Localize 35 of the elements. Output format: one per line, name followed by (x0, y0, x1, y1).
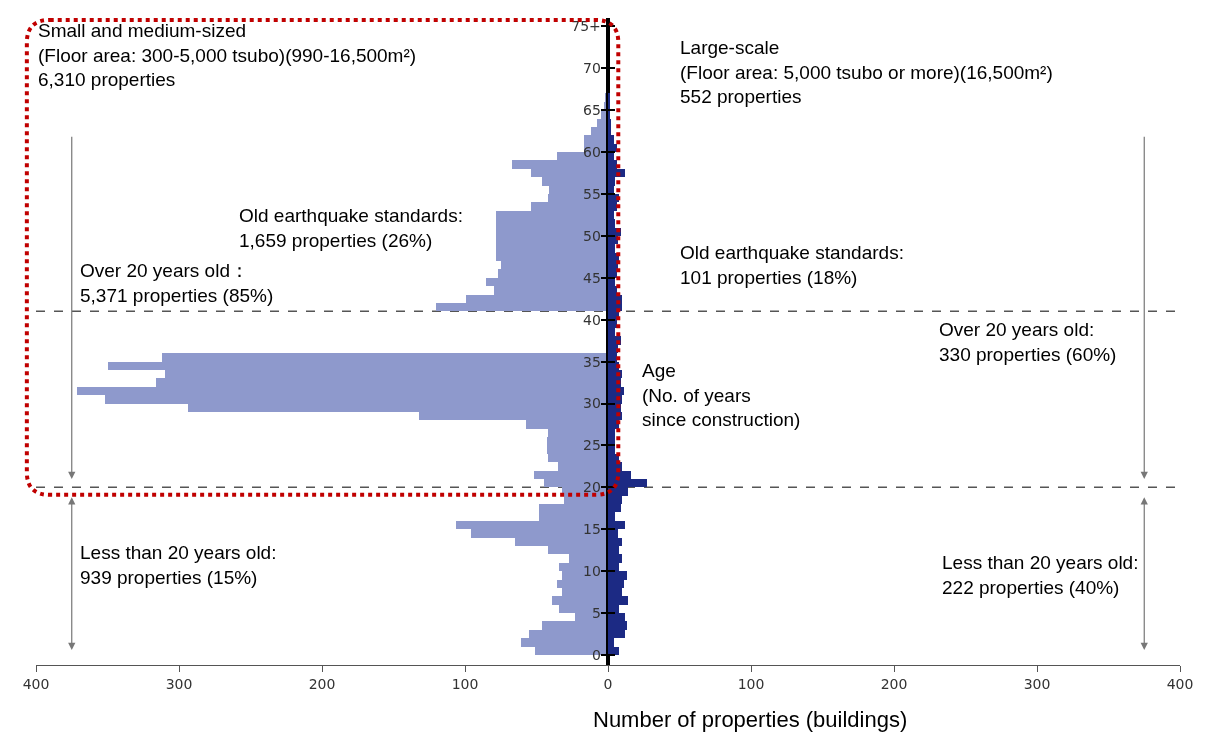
y-tick-label: 40 (582, 311, 601, 328)
y-tick-label: 60 (582, 143, 601, 160)
annotation: Over 20 years old： 5,371 properties (85%) (80, 260, 274, 306)
x-tick-label: 200 (880, 675, 908, 692)
annotation: Over 20 years old: 330 properties (60%) (939, 319, 1117, 365)
y-tick-label: 50 (582, 227, 601, 244)
x-tick-label: 400 (22, 675, 50, 692)
annotation: Old earthquake standards: 1,659 properties (26%) (239, 205, 463, 251)
y-tick-label: 55 (582, 185, 601, 202)
x-axis-title: Number of properties (buildings) (593, 707, 908, 732)
annotation: Age (No. of years since construction) (642, 360, 801, 431)
y-tick-label: 15 (582, 521, 601, 538)
x-tick-label: 0 (603, 675, 613, 692)
annotation: Less than 20 years old: 222 properties (40%) (942, 552, 1139, 598)
x-tick-label: 400 (1166, 675, 1194, 692)
annotation: Less than 20 years old: 939 properties (15%) (80, 542, 277, 588)
x-tick-label: 200 (308, 675, 336, 692)
y-tick-label: 20 (582, 479, 601, 496)
annotation: Old earthquake standards: 101 properties (18%) (680, 242, 904, 288)
x-tick-label: 100 (451, 675, 479, 692)
y-tick-label: 30 (582, 395, 601, 412)
y-tick-label: 5 (591, 604, 601, 621)
y-tick-label: 45 (582, 269, 601, 286)
x-tick-label: 300 (1023, 675, 1051, 692)
y-tick-label: 75+ (571, 18, 601, 35)
text: Small and medium-sized (Floor area: 300-5,000 tsubo)(990-16,500m²) 6,310 properties (38, 20, 417, 91)
y-tick-label: 25 (582, 437, 601, 454)
x-tick-label: 100 (737, 675, 765, 692)
y-tick-label: 65 (582, 102, 601, 119)
y-tick-label: 35 (582, 353, 601, 370)
text: Large-scale (Floor area: 5,000 tsubo or more)(16,500m²) 552 properties (680, 37, 1053, 108)
x-tick-label: 300 (165, 675, 193, 692)
y-tick-label: 10 (582, 563, 601, 580)
y-tick-label: 70 (582, 60, 601, 77)
y-tick-label: 0 (591, 646, 601, 663)
